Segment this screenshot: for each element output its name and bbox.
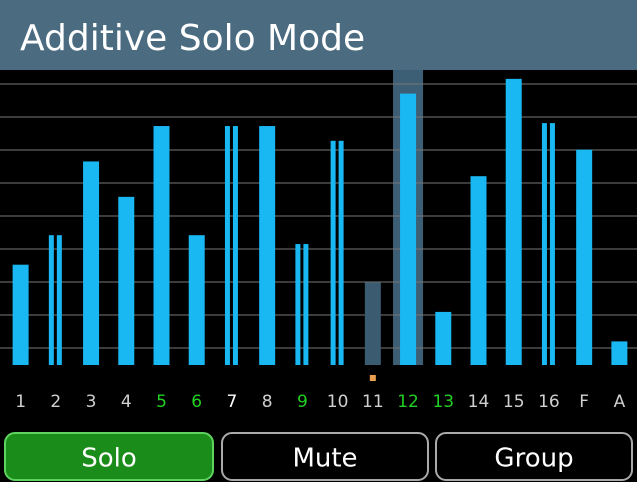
meter-bar xyxy=(364,282,381,365)
meter-bar xyxy=(56,235,62,365)
channel-label: 13 xyxy=(432,392,454,412)
channel-label: 12 xyxy=(397,392,419,412)
marker xyxy=(369,375,376,381)
channel-label: 2 xyxy=(50,392,61,412)
meter-bar xyxy=(400,93,417,365)
channel-label: A xyxy=(614,392,626,412)
button[interactable] xyxy=(221,432,429,481)
meter-bar xyxy=(541,123,547,365)
meter-bar xyxy=(611,341,628,365)
meter-bar xyxy=(232,126,238,365)
channel-label: 9 xyxy=(297,392,308,412)
meter-bar xyxy=(303,244,309,365)
channel-label: 15 xyxy=(503,392,525,412)
meter-bar xyxy=(48,235,54,365)
meter-bar xyxy=(505,78,522,365)
meter-bar xyxy=(188,235,205,365)
channel-label: F xyxy=(579,392,589,412)
channel-label: 3 xyxy=(86,392,97,412)
channel-label: 6 xyxy=(191,392,202,412)
button[interactable] xyxy=(435,432,633,481)
meter-bar xyxy=(435,311,452,365)
title-bar xyxy=(0,0,637,70)
channel-label: 10 xyxy=(327,392,349,412)
channel-label: 11 xyxy=(362,392,384,412)
meter-bar xyxy=(470,176,487,365)
meter-bar xyxy=(549,123,555,365)
button[interactable] xyxy=(4,432,214,481)
meter-bar xyxy=(83,161,100,365)
meter-bar xyxy=(295,244,301,365)
channel-label: 4 xyxy=(121,392,132,412)
button-label: Solo xyxy=(81,444,137,474)
channel-label: 7 xyxy=(227,392,238,412)
meter-bar xyxy=(12,264,29,365)
meter-bar xyxy=(576,149,593,365)
channel-label: 5 xyxy=(156,392,167,412)
meter-bar xyxy=(153,126,170,365)
button-label: Mute xyxy=(292,444,357,474)
channel-label: 14 xyxy=(468,392,490,412)
title: Additive Solo Mode xyxy=(20,18,365,59)
meter-bar xyxy=(330,140,336,365)
meter-bar xyxy=(259,126,276,365)
channel-label: 16 xyxy=(538,392,560,412)
button-label: Group xyxy=(494,444,573,474)
channel-label: 1 xyxy=(15,392,26,412)
meter-bar xyxy=(338,140,344,365)
channel-label: 8 xyxy=(262,392,273,412)
meter-bar xyxy=(118,196,135,365)
meter-bar xyxy=(224,126,230,365)
